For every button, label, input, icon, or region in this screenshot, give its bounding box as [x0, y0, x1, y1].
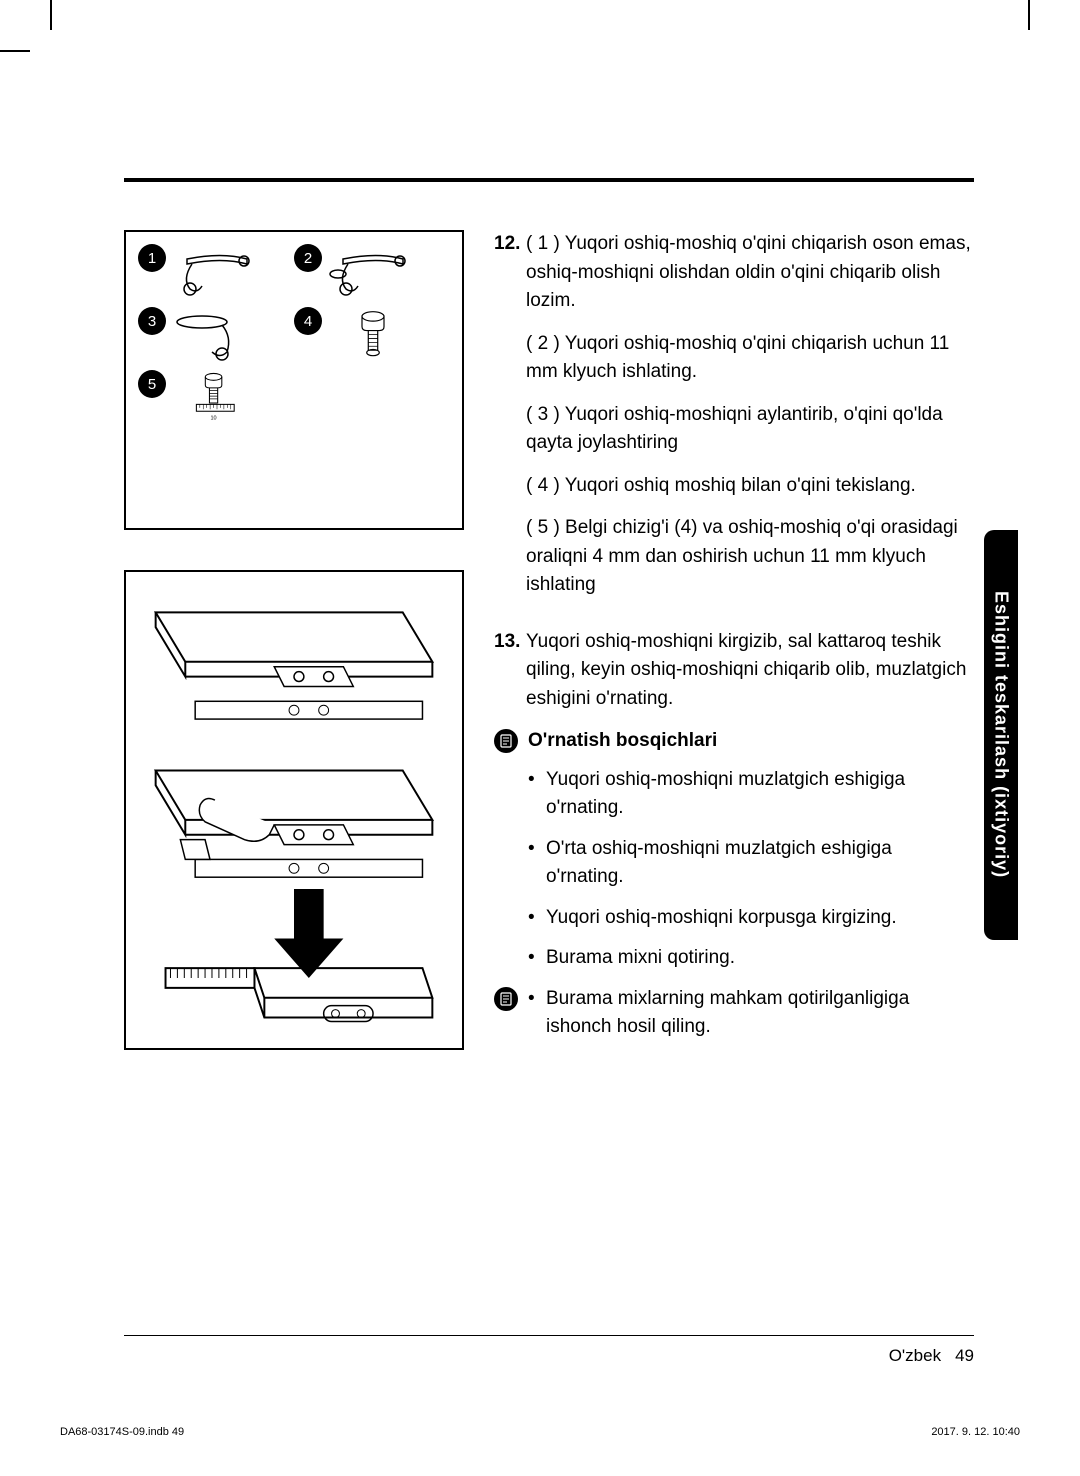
step-13: 13. Yuqori oshiq-moshiqni kirgizib, sal …: [494, 628, 974, 714]
print-metadata: DA68-03174S-09.indb 49 2017. 9. 12. 10:4…: [60, 1426, 1020, 1438]
crop-mark: [0, 50, 30, 52]
note-final: Burama mixlarning mahkam qotirilganligig…: [494, 985, 974, 1054]
list-item: Yuqori oshiq-moshiqni muzlatgich eshigig…: [528, 766, 974, 823]
hinge-icon: [172, 307, 262, 362]
text-column: 12. ( 1 ) Yuqori oshiq-moshiq o'qini chi…: [494, 230, 974, 1090]
list-item: Burama mixlarning mahkam qotirilganligig…: [528, 985, 974, 1042]
list-item: Burama mixni qotiring.: [528, 944, 974, 973]
pin-icon: [328, 307, 418, 362]
note-title: O'rnatish bosqichlari: [528, 727, 717, 756]
callout-2: 2: [294, 244, 322, 272]
step-number: 13.: [494, 628, 526, 714]
print-date: 2017. 9. 12. 10:40: [931, 1426, 1020, 1438]
ruler-label: 10: [211, 416, 217, 422]
note-icon: [494, 987, 518, 1011]
step-text: ( 3 ) Yuqori oshiq-moshiqni aylantirib, …: [526, 401, 974, 458]
crop-mark: [1028, 0, 1030, 30]
pin-ruler-icon: 10: [172, 370, 262, 425]
hinge-icon: [172, 244, 262, 299]
note-icon: [494, 729, 518, 753]
step-number: 12.: [494, 230, 526, 614]
figure-hinge-parts: 1 2: [124, 230, 464, 530]
figure-door-install: [124, 570, 464, 1050]
figures-column: 1 2: [124, 230, 464, 1090]
door-diagram: [126, 572, 462, 1048]
hinge-icon: [328, 244, 418, 299]
callout-5: 5: [138, 370, 166, 398]
footer-page-number: 49: [955, 1346, 974, 1366]
footer-language: O'zbek: [889, 1346, 941, 1366]
step-text: ( 1 ) Yuqori oshiq-moshiq o'qini chiqari…: [526, 230, 974, 316]
crop-mark: [50, 0, 52, 30]
note-header: O'rnatish bosqichlari: [494, 727, 974, 756]
note-final-list: Burama mixlarning mahkam qotirilganligig…: [528, 985, 974, 1054]
step-text: ( 5 ) Belgi chizig'i (4) va oshiq-moshiq…: [526, 514, 974, 600]
step-text: ( 4 ) Yuqori oshiq moshiq bilan o'qini t…: [526, 472, 974, 501]
print-file: DA68-03174S-09.indb 49: [60, 1426, 184, 1438]
section-tab-label: Eshigini teskarilash (ixtiyoriy): [991, 591, 1012, 878]
top-rule: [124, 178, 974, 182]
callout-4: 4: [294, 307, 322, 335]
callout-1: 1: [138, 244, 166, 272]
install-steps-list: Yuqori oshiq-moshiqni muzlatgich eshigig…: [528, 766, 974, 973]
list-item: O'rta oshiq-moshiqni muzlatgich eshigiga…: [528, 835, 974, 892]
step-12: 12. ( 1 ) Yuqori oshiq-moshiq o'qini chi…: [494, 230, 974, 614]
callout-3: 3: [138, 307, 166, 335]
list-item: Yuqori oshiq-moshiqni korpusga kirgizing…: [528, 904, 974, 933]
section-tab: Eshigini teskarilash (ixtiyoriy): [984, 530, 1018, 940]
step-text: Yuqori oshiq-moshiqni kirgizib, sal katt…: [526, 628, 974, 714]
content-area: 1 2: [124, 230, 974, 1090]
step-text: ( 2 ) Yuqori oshiq-moshiq o'qini chiqari…: [526, 330, 974, 387]
page-footer: O'zbek 49: [124, 1335, 974, 1366]
